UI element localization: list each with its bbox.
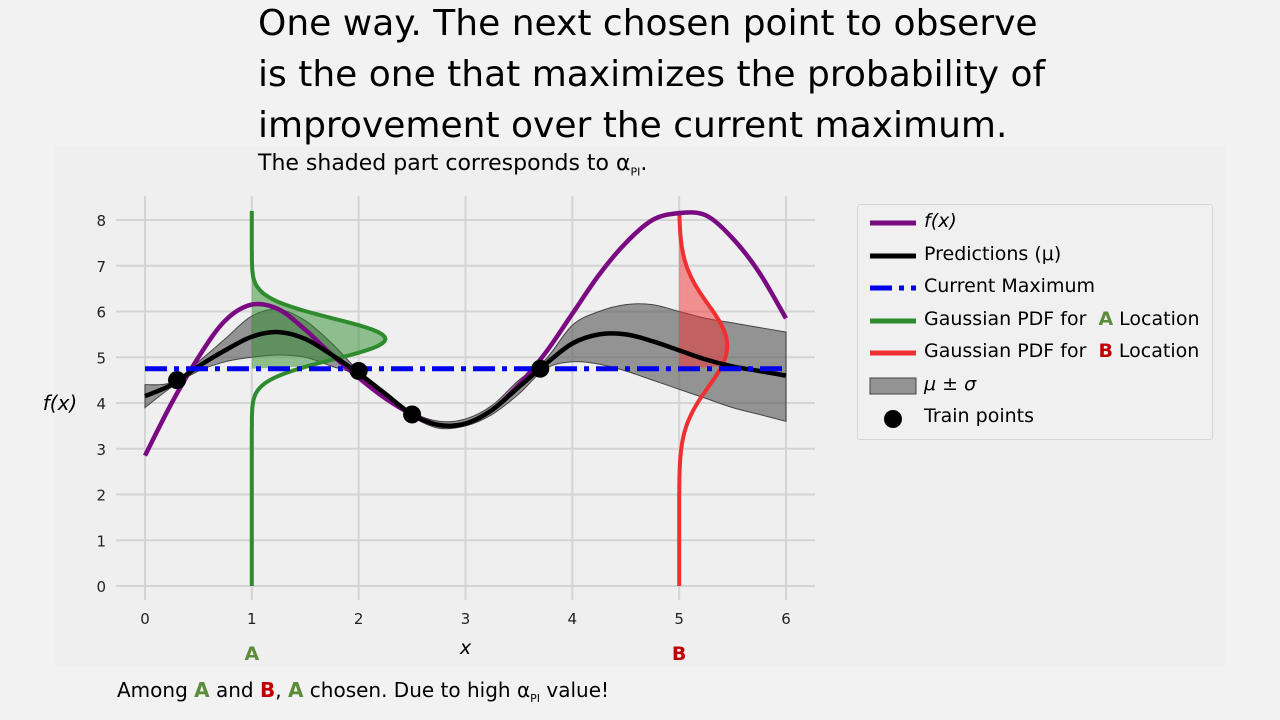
pdf-a-curve (249, 210, 388, 586)
x-tick-label: 6 (781, 610, 791, 628)
legend-item: Gaussian PDF for A Location (858, 305, 1210, 337)
subtitle-suffix: . (640, 151, 648, 176)
legend-swatch (870, 350, 916, 356)
legend-label: Current Maximum (924, 275, 1095, 297)
legend-item: Train points (858, 402, 1210, 434)
pdf-b-shaded-area (679, 210, 728, 369)
legend-suffix: Location (1118, 340, 1200, 362)
y-tick-label: 5 (96, 349, 106, 367)
legend-text: f(x) (924, 210, 957, 232)
alpha-subscript: PI (530, 692, 541, 705)
y-tick-label: 4 (96, 395, 106, 413)
y-tick-label: 8 (96, 212, 106, 230)
alpha-symbol: α (616, 151, 631, 176)
pdf-a-shaded-area (251, 210, 386, 369)
legend-swatch (870, 220, 916, 226)
alpha-subscript: PI (630, 165, 641, 179)
x-tick-label: 2 (354, 610, 364, 628)
note-tag-b: B (259, 678, 276, 702)
legend-text: Train points (924, 405, 1034, 427)
slide-title-line: One way. The next chosen point to observ… (258, 3, 1038, 44)
y-tick-label: 2 (96, 487, 106, 505)
note-text: , (275, 678, 288, 702)
y-tick-label: 7 (96, 258, 106, 276)
train-point (403, 405, 422, 424)
train-point (349, 361, 368, 380)
legend-label: Gaussian PDF for B Location (924, 340, 1199, 362)
legend-label: Train points (924, 405, 1034, 427)
x-tick-label: 3 (461, 610, 471, 628)
slide-title-line: is the one that maximizes the probabilit… (258, 54, 1046, 95)
x-tick-label: 0 (140, 610, 150, 628)
y-tick-label: 1 (96, 532, 106, 550)
train-point (168, 371, 187, 390)
x-tick-label: 1 (247, 610, 257, 628)
legend-swatch (869, 377, 917, 394)
slide-title: One way. The next chosen point to observ… (258, 0, 1158, 151)
train-point (531, 359, 550, 378)
legend-tag: A (1098, 307, 1114, 330)
alpha-symbol: α (516, 678, 531, 702)
legend-label: μ ± σ (924, 373, 976, 395)
legend-text: μ ± σ (924, 372, 977, 395)
legend-label: Predictions (μ) (924, 243, 1061, 265)
legend-swatch (870, 285, 916, 291)
legend-item: Predictions (μ) (858, 240, 1210, 272)
legend-item: Gaussian PDF for B Location (858, 337, 1210, 369)
legend-item: f(x) (858, 207, 1210, 239)
legend-label: Gaussian PDF for A Location (924, 308, 1200, 330)
note-text: chosen. Due to high (303, 678, 517, 702)
x-axis-label: x (459, 637, 472, 659)
slide-subtitle: The shaded part corresponds to αPI. (258, 148, 647, 188)
y-tick-label: 0 (96, 578, 106, 596)
legend-item: Current Maximum (858, 272, 1210, 304)
y-axis-label: f(x) (43, 391, 77, 415)
prediction-curve (144, 329, 787, 429)
legend-swatch (884, 410, 902, 428)
note-tag-a: A (287, 678, 304, 702)
y-tick-label: 6 (96, 304, 106, 322)
x-tick-label: 5 (674, 610, 684, 628)
legend-text: Predictions (μ) (924, 242, 1062, 265)
subtitle-text: The shaded part corresponds to (258, 151, 617, 176)
marker-a-label: A (244, 643, 259, 665)
marker-b-label: B (672, 643, 686, 665)
note-text: Among (117, 678, 195, 702)
legend-suffix: Location (1119, 307, 1200, 330)
conclusion-note: Among A and B, A chosen. Due to high αPI… (117, 676, 609, 713)
note-text: and (209, 678, 260, 702)
legend-item: μ ± σ (858, 370, 1210, 402)
slide-title-line: improvement over the current maximum. (258, 105, 1008, 146)
y-tick-label: 3 (96, 441, 106, 459)
legend-tag: B (1098, 340, 1113, 362)
legend-text: Current Maximum (924, 275, 1096, 297)
note-tag-a: A (194, 678, 210, 702)
chart-legend: f(x) Predictions (μ) Current Maximum Gaussi… (857, 204, 1213, 440)
pdf-b-curve (677, 210, 730, 586)
note-text: value! (540, 678, 610, 702)
x-tick-label: 4 (568, 610, 578, 628)
legend-swatch (870, 318, 916, 323)
legend-label: f(x) (924, 210, 957, 232)
legend-swatch (870, 253, 916, 258)
legend-text: Gaussian PDF for (924, 307, 1087, 330)
legend-text: Gaussian PDF for (924, 340, 1087, 362)
